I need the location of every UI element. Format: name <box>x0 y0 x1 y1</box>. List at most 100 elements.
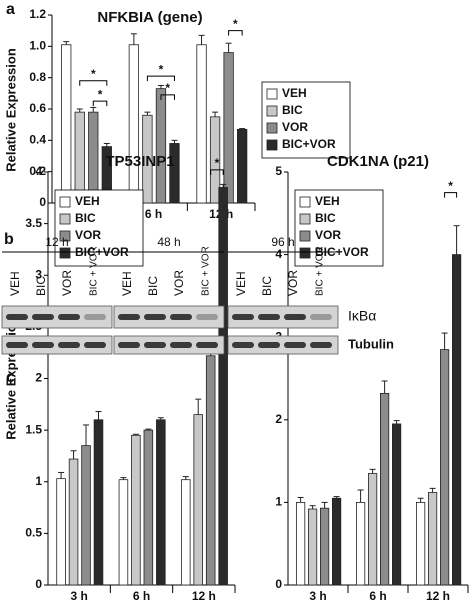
significance-bracket <box>444 192 458 198</box>
legend-swatch <box>266 139 278 151</box>
y-tick-label: 1.5 <box>25 422 42 436</box>
y-tick-label: 4 <box>275 247 282 261</box>
lane-label: VEH <box>120 271 134 296</box>
bar <box>379 392 390 586</box>
bar <box>93 419 104 586</box>
chart-title: TP53INP1 <box>105 153 174 170</box>
bar <box>319 507 330 586</box>
blot-strip <box>1 335 113 355</box>
legend-label: BIC+VOR <box>282 137 336 151</box>
y-tick-label: 0 <box>275 577 282 591</box>
legend-swatch <box>299 247 311 259</box>
bar <box>61 44 72 204</box>
row-label: Tubulin <box>348 336 394 351</box>
blot-band <box>84 342 106 348</box>
x-tick-label: 3 h <box>309 589 326 603</box>
time-label: 12 h <box>45 235 68 249</box>
blot-band <box>58 314 80 320</box>
y-tick-label: 2 <box>35 371 42 385</box>
bar <box>237 128 248 204</box>
significance-bracket <box>79 80 108 86</box>
x-tick-label: 3 h <box>70 589 87 603</box>
bar <box>218 187 228 586</box>
blot-band <box>144 314 166 320</box>
legend-label: VOR <box>315 228 341 242</box>
significance-star: * <box>165 81 170 95</box>
bar <box>118 479 129 586</box>
y-tick-label: 0.8 <box>29 70 46 84</box>
blot-band <box>32 314 54 320</box>
legend-swatch <box>266 122 278 134</box>
legend-swatch <box>266 105 278 117</box>
blot-strip <box>227 335 339 355</box>
blot-band <box>58 342 80 348</box>
legend-swatch <box>266 88 278 100</box>
y-tick-label: 0.6 <box>29 101 46 115</box>
x-tick-label: 6 h <box>369 589 386 603</box>
legend-swatch <box>299 196 311 208</box>
y-tick-label: 3 <box>35 267 42 281</box>
blot-band <box>32 342 54 348</box>
legend-label: BIC+VOR <box>315 245 369 259</box>
blot-band <box>6 314 28 320</box>
y-tick-label: 0.4 <box>29 133 46 147</box>
panel-letter: c <box>6 369 15 386</box>
lane-label: VEH <box>234 271 248 296</box>
blot-strip <box>113 335 225 355</box>
y-tick-label: 1.0 <box>29 39 46 53</box>
bar <box>415 501 426 586</box>
bar <box>439 349 450 586</box>
bar <box>331 497 342 586</box>
lane-label: BIC <box>34 276 48 296</box>
y-tick-label: 0 <box>35 577 42 591</box>
chart-title: CDK1NA (p21) <box>327 153 429 170</box>
significance-bracket <box>228 30 243 36</box>
lane-label: VEH <box>8 271 22 296</box>
x-tick-label: 12 h <box>426 589 450 603</box>
panel-letter: a <box>6 1 15 18</box>
bar <box>81 445 91 586</box>
y-tick-label: 3.5 <box>25 216 42 230</box>
legend-label: VEH <box>75 194 100 208</box>
y-tick-label: 1.2 <box>29 7 46 21</box>
lane-label: BIC <box>260 276 274 296</box>
bar <box>205 355 216 586</box>
x-tick-label: 12 h <box>192 589 216 603</box>
significance-star: * <box>233 17 238 31</box>
y-tick-label: 0.5 <box>25 526 42 540</box>
bar <box>88 111 99 204</box>
bar <box>68 458 79 586</box>
chart-title: NFKBIA (gene) <box>97 9 202 26</box>
bar <box>427 492 438 586</box>
bar <box>196 44 207 204</box>
blot-band <box>118 342 140 348</box>
legend-swatch <box>59 213 71 225</box>
y-tick-label: 0.2 <box>29 164 46 178</box>
y-tick-label: 1 <box>275 495 282 509</box>
y-tick-label: 4 <box>35 164 42 178</box>
significance-bracket <box>160 94 175 100</box>
y-tick-label: 1 <box>35 474 42 488</box>
legend-label: VOR <box>75 228 101 242</box>
blot-band <box>84 314 106 320</box>
time-label: 48 h <box>157 235 180 249</box>
blot-band <box>118 314 140 320</box>
lane-label: VOR <box>172 270 186 296</box>
significance-bracket <box>92 100 108 107</box>
lane-label: BIC + VOR <box>201 246 212 296</box>
blot-band <box>170 314 192 320</box>
y-axis-label: Relative Expression <box>3 316 18 440</box>
legend-swatch <box>59 247 71 259</box>
blot-band <box>232 342 254 348</box>
legend-label: BIC <box>282 103 303 117</box>
lane-label: BIC + VOR <box>89 246 100 296</box>
significance-star: * <box>215 156 220 170</box>
lane-label: VOR <box>60 270 74 296</box>
bar <box>223 52 234 204</box>
blot-band <box>6 342 28 348</box>
lane-label: VOR <box>286 270 300 296</box>
bar <box>451 254 462 586</box>
significance-star: * <box>91 67 96 81</box>
blot-strip <box>1 305 113 329</box>
